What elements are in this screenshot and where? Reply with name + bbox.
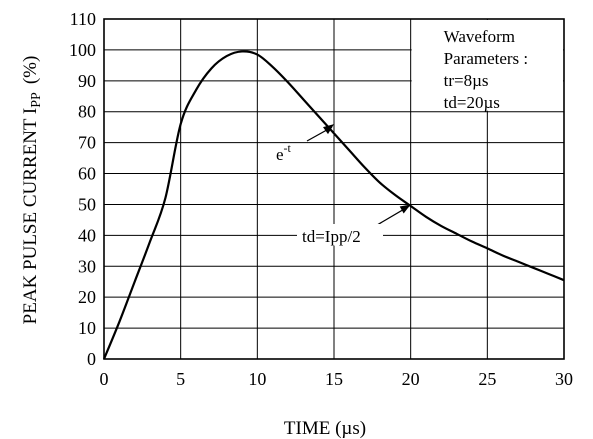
annotation-e-exponent: -t <box>284 141 292 155</box>
y-axis-label-subscript: PP <box>29 92 44 108</box>
annotation-arrowhead <box>323 124 334 135</box>
y-tick-label: 60 <box>78 164 96 184</box>
annotations: e-t td=Ipp/2 <box>276 124 411 246</box>
x-tick-label: 10 <box>248 369 266 389</box>
y-tick-label: 90 <box>78 71 96 91</box>
x-tick-label: 15 <box>325 369 343 389</box>
legend-box: Waveform Parameters : tr=8µs td=20µs <box>411 20 563 112</box>
annotation-e-t: e-t <box>276 141 292 164</box>
plot-frame <box>103 18 565 360</box>
annotation-label-bg <box>297 224 383 246</box>
series-line <box>102 50 565 360</box>
annotation-arrowhead <box>399 204 411 214</box>
legend-line: tr=8µs <box>444 71 489 90</box>
y-tick-label: 110 <box>70 9 96 29</box>
y-axis-label-main: PEAK PULSE CURRENT I <box>20 108 41 325</box>
x-tick-label: 20 <box>402 369 420 389</box>
y-tick-label: 100 <box>69 40 96 60</box>
series-line-path <box>102 50 565 360</box>
annotation-td-label: td=Ipp/2 <box>302 227 361 246</box>
y-tick-label: 10 <box>78 318 96 338</box>
y-tick-label: 30 <box>78 256 96 276</box>
x-tick-label: 5 <box>176 369 185 389</box>
legend-line: Parameters : <box>444 49 528 68</box>
y-tick-label: 0 <box>87 349 96 369</box>
y-tick-label: 80 <box>78 102 96 122</box>
x-tick-label: 30 <box>555 369 573 389</box>
x-axis-label: TIME (µs) <box>284 418 366 439</box>
annotation-e-base: e <box>276 145 284 164</box>
legend-line: td=20µs <box>444 93 500 112</box>
y-tick-label: 20 <box>78 287 96 307</box>
x-tick-label: 25 <box>478 369 496 389</box>
y-tick-labels: 0 10 20 30 40 50 60 70 80 90 100 110 <box>69 9 96 369</box>
y-tick-label: 50 <box>78 194 96 214</box>
y-tick-label: 40 <box>78 225 96 245</box>
legend-box-bg <box>411 20 563 111</box>
y-axis-label: PEAK PULSE CURRENT IPP (%) <box>20 56 44 325</box>
x-tick-label: 0 <box>100 369 109 389</box>
y-tick-label: 70 <box>78 133 96 153</box>
x-tick-labels: 0 5 10 15 20 25 30 <box>100 369 574 389</box>
legend-line: Waveform <box>444 27 515 46</box>
y-axis-label-unit: (%) <box>20 56 41 84</box>
